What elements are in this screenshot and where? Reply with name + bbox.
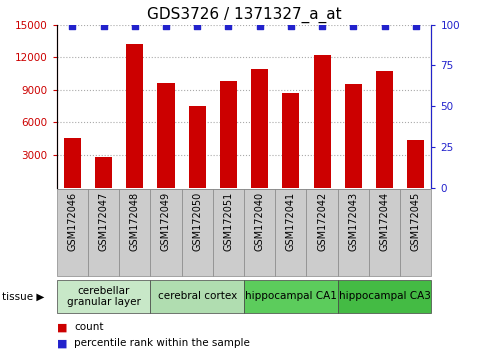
Text: cerebral cortex: cerebral cortex	[158, 291, 237, 302]
Bar	[220, 81, 237, 188]
Text: GSM172050: GSM172050	[192, 192, 202, 251]
Bar	[119, 189, 150, 276]
Bar	[345, 85, 362, 188]
Bar	[275, 189, 307, 276]
Bar	[126, 44, 143, 188]
Point	[162, 23, 170, 28]
Bar	[189, 106, 206, 188]
Point	[193, 23, 201, 28]
Point	[131, 23, 139, 28]
Point	[350, 23, 357, 28]
Text: count: count	[74, 322, 104, 332]
Point	[318, 23, 326, 28]
Point	[381, 23, 388, 28]
Text: GSM172049: GSM172049	[161, 192, 171, 251]
Text: GSM172045: GSM172045	[411, 192, 421, 251]
Text: GSM172043: GSM172043	[349, 192, 358, 251]
Text: GSM172044: GSM172044	[380, 192, 389, 251]
Title: GDS3726 / 1371327_a_at: GDS3726 / 1371327_a_at	[147, 7, 341, 23]
Bar	[150, 189, 181, 276]
Bar	[282, 93, 299, 188]
Bar	[338, 189, 369, 276]
Bar	[407, 140, 424, 188]
Text: GSM172040: GSM172040	[255, 192, 265, 251]
Bar	[369, 189, 400, 276]
Text: GSM172051: GSM172051	[223, 192, 233, 251]
Text: ■: ■	[57, 322, 67, 332]
Bar	[157, 84, 175, 188]
Bar	[57, 280, 150, 313]
Bar	[95, 157, 112, 188]
Bar	[57, 189, 88, 276]
Text: GSM172048: GSM172048	[130, 192, 140, 251]
Text: tissue ▶: tissue ▶	[2, 291, 45, 302]
Bar	[338, 280, 431, 313]
Point	[287, 23, 295, 28]
Bar	[251, 69, 268, 188]
Bar	[150, 280, 244, 313]
Text: GSM172042: GSM172042	[317, 192, 327, 251]
Bar	[376, 72, 393, 188]
Bar	[213, 189, 244, 276]
Bar	[181, 189, 213, 276]
Text: GSM172046: GSM172046	[68, 192, 77, 251]
Text: GSM172041: GSM172041	[286, 192, 296, 251]
Bar	[244, 280, 338, 313]
Point	[100, 23, 107, 28]
Bar	[64, 138, 81, 188]
Text: cerebellar
granular layer: cerebellar granular layer	[67, 286, 141, 307]
Bar	[400, 189, 431, 276]
Bar	[244, 189, 275, 276]
Text: ■: ■	[57, 338, 67, 348]
Text: percentile rank within the sample: percentile rank within the sample	[74, 338, 250, 348]
Text: hippocampal CA3: hippocampal CA3	[339, 291, 430, 302]
Bar	[88, 189, 119, 276]
Bar	[307, 189, 338, 276]
Point	[224, 23, 232, 28]
Point	[412, 23, 420, 28]
Text: GSM172047: GSM172047	[99, 192, 108, 251]
Text: hippocampal CA1: hippocampal CA1	[245, 291, 337, 302]
Bar	[314, 55, 331, 188]
Point	[256, 23, 264, 28]
Point	[69, 23, 76, 28]
